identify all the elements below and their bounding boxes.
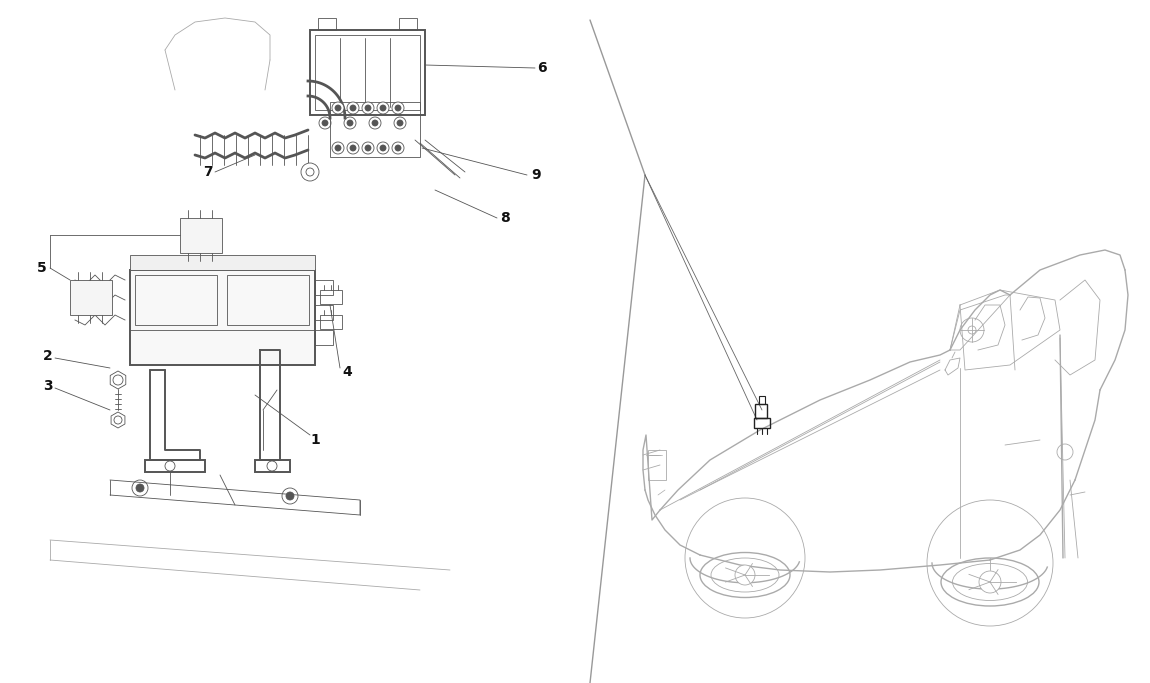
- Ellipse shape: [941, 558, 1038, 606]
- Polygon shape: [110, 371, 125, 389]
- Bar: [315, 305, 334, 320]
- Circle shape: [392, 102, 404, 114]
- Circle shape: [394, 105, 401, 111]
- Text: 6: 6: [537, 61, 546, 75]
- Bar: [754, 418, 770, 428]
- Circle shape: [371, 120, 378, 126]
- Circle shape: [369, 117, 381, 129]
- Bar: [315, 35, 420, 110]
- Bar: [227, 275, 309, 325]
- Circle shape: [319, 117, 331, 129]
- Text: 9: 9: [531, 168, 540, 182]
- Bar: [181, 218, 222, 253]
- Circle shape: [394, 145, 401, 151]
- Circle shape: [380, 105, 386, 111]
- Bar: [759, 396, 765, 404]
- Bar: [756, 404, 767, 418]
- Circle shape: [394, 117, 406, 129]
- Circle shape: [979, 571, 1000, 593]
- Text: 2: 2: [44, 349, 53, 363]
- Bar: [310, 30, 426, 115]
- Text: 7: 7: [204, 165, 213, 179]
- Circle shape: [286, 492, 294, 500]
- Circle shape: [377, 102, 389, 114]
- Text: 3: 3: [44, 379, 53, 393]
- Bar: [315, 330, 334, 345]
- Circle shape: [347, 120, 353, 126]
- Circle shape: [392, 142, 404, 154]
- Bar: [319, 18, 336, 30]
- Bar: [130, 255, 315, 270]
- Circle shape: [362, 102, 374, 114]
- Ellipse shape: [700, 553, 790, 598]
- Text: 5: 5: [37, 261, 47, 275]
- Circle shape: [377, 142, 389, 154]
- Circle shape: [347, 142, 359, 154]
- Bar: [399, 18, 417, 30]
- Bar: [320, 315, 342, 329]
- Circle shape: [332, 102, 344, 114]
- Circle shape: [344, 117, 356, 129]
- Circle shape: [347, 102, 359, 114]
- Circle shape: [335, 105, 342, 111]
- Bar: [135, 275, 217, 325]
- Circle shape: [136, 484, 144, 492]
- Bar: [255, 460, 290, 472]
- Circle shape: [365, 105, 371, 111]
- Polygon shape: [112, 412, 125, 428]
- Ellipse shape: [952, 563, 1027, 600]
- Circle shape: [362, 142, 374, 154]
- Bar: [330, 102, 420, 157]
- Circle shape: [350, 105, 356, 111]
- Text: 1: 1: [310, 433, 320, 447]
- Circle shape: [350, 145, 356, 151]
- Bar: [130, 270, 315, 365]
- Ellipse shape: [711, 558, 779, 592]
- Circle shape: [301, 163, 319, 181]
- Circle shape: [380, 145, 386, 151]
- Circle shape: [365, 145, 371, 151]
- Circle shape: [397, 120, 402, 126]
- Bar: [320, 290, 342, 304]
- Bar: [145, 460, 205, 472]
- Text: 8: 8: [500, 211, 509, 225]
- Circle shape: [332, 142, 344, 154]
- Circle shape: [322, 120, 328, 126]
- Circle shape: [735, 565, 756, 585]
- Bar: [70, 280, 112, 315]
- Circle shape: [335, 145, 342, 151]
- Text: 4: 4: [343, 365, 352, 379]
- Bar: [647, 450, 666, 480]
- Bar: [315, 280, 334, 295]
